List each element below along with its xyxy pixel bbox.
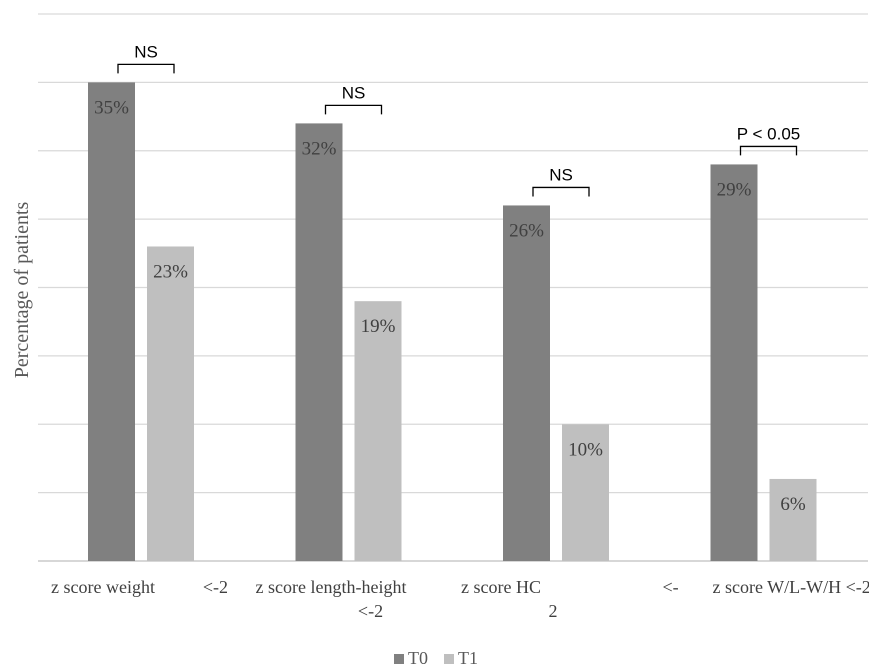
significance-label-2: NS (549, 165, 573, 184)
category-label-1-line-1: <-2 (358, 601, 383, 621)
legend: T0 T1 (394, 648, 478, 668)
category-labels: z score weight <-2 z score length-height<-… (51, 577, 869, 621)
data-label-t0-3: 29% (717, 179, 752, 200)
legend-swatch-t0 (394, 654, 404, 664)
significance-brackets: NS NS NS P < 0.05 (117, 42, 801, 197)
bar-t0-0 (88, 82, 135, 561)
significance-bracket-3 (739, 145, 798, 156)
legend-label-t1: T1 (458, 648, 478, 668)
significance-label-1: NS (342, 83, 366, 102)
bar-t0-3 (710, 164, 758, 562)
bars: 35% 23% 32% 19% 26% 10% 29% 6% (88, 82, 817, 562)
legend-swatch-t1 (444, 654, 454, 664)
bar-t1-1 (354, 301, 402, 561)
legend-label-t0: T0 (408, 648, 428, 668)
bar-t0-1 (295, 123, 343, 562)
y-axis-label: Percentage of patients (11, 201, 33, 378)
data-label-t1-2: 10% (568, 439, 603, 460)
data-label-t1-3: 6% (780, 494, 806, 515)
category-label-2-line-0: z score HC (461, 577, 541, 597)
data-label-t1-1: 19% (361, 316, 396, 337)
category-label-0-line-1: <-2 (203, 577, 228, 597)
bar-t1-2 (562, 424, 609, 561)
significance-bracket-1 (324, 104, 383, 115)
data-label-t1-0: 23% (153, 261, 188, 282)
category-label-1-line-0: z score length-height (256, 577, 407, 597)
data-label-t0-2: 26% (509, 220, 544, 241)
data-label-t0-1: 32% (302, 138, 337, 159)
bar-t1-3 (769, 478, 817, 561)
category-label-2-line-1: 2 (549, 601, 558, 621)
bar-t0-2 (503, 205, 550, 561)
data-label-t0-0: 35% (94, 97, 129, 118)
category-label-3-line-0: <- (663, 577, 679, 597)
category-label-3-line-1: z score W/L-W/H <-2 (713, 577, 869, 597)
significance-label-3: P < 0.05 (737, 124, 801, 143)
significance-label-0: NS (134, 42, 158, 61)
significance-bracket-0 (117, 63, 175, 74)
bar-t1-0 (147, 246, 194, 561)
significance-bracket-2 (532, 186, 590, 197)
category-label-0-line-0: z score weight (51, 577, 155, 597)
